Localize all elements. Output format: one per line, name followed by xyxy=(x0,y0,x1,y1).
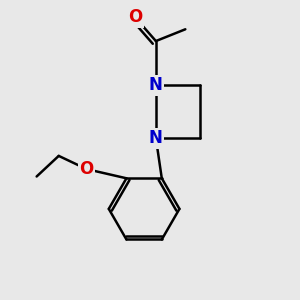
Text: N: N xyxy=(149,76,163,94)
Text: O: O xyxy=(128,8,142,26)
Text: N: N xyxy=(149,129,163,147)
Text: O: O xyxy=(80,160,94,178)
